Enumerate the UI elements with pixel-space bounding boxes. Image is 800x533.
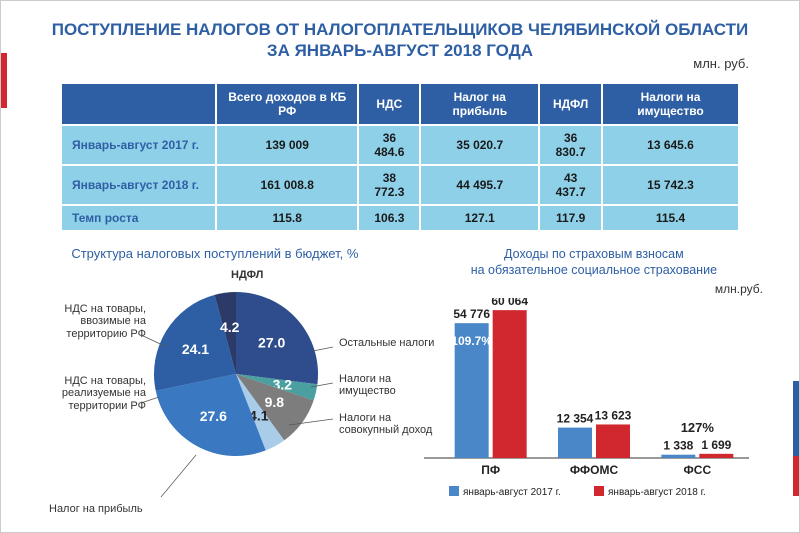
table-cell: 115.8 xyxy=(216,205,358,231)
bar-value: 12 354 xyxy=(556,412,593,426)
bar-2017 xyxy=(558,428,592,458)
table-cell: 127.1 xyxy=(420,205,539,231)
table-cell: 36 484.6 xyxy=(358,125,420,165)
table-cell: 38 772.3 xyxy=(358,165,420,205)
bar-value: 60 064 xyxy=(491,298,528,308)
accent-bar-left xyxy=(1,53,7,108)
bar-unit: млн.руб. xyxy=(419,282,763,296)
table-row-label: Январь-август 2017 г. xyxy=(61,125,216,165)
bar-2018 xyxy=(596,424,630,458)
legend-label: январь-август 2018 г. xyxy=(608,487,706,498)
table-cell: 44 495.7 xyxy=(420,165,539,205)
table-col-header: Налоги на имущество xyxy=(602,83,739,125)
table-col-header: НДС xyxy=(358,83,420,125)
table-row-label: Темп роста xyxy=(61,205,216,231)
legend-label: январь-август 2017 г. xyxy=(463,487,561,498)
title-line2: ЗА ЯНВАРЬ-АВГУСТ 2018 ГОДА xyxy=(41,40,759,61)
bar-value: 54 776 xyxy=(453,307,490,321)
table-cell: 139 009 xyxy=(216,125,358,165)
legend-swatch xyxy=(449,486,459,496)
table-cell: 115.4 xyxy=(602,205,739,231)
unit-label-top: млн. руб. xyxy=(693,56,749,71)
table-cell: 35 020.7 xyxy=(420,125,539,165)
bar-2018 xyxy=(492,310,526,458)
bar-pct: 109.7% xyxy=(451,334,492,348)
table-cell: 161 008.8 xyxy=(216,165,358,205)
table-cell: 13 645.6 xyxy=(602,125,739,165)
charts-row: Структура налоговых поступлений в бюджет… xyxy=(1,232,799,527)
table-cell: 106.3 xyxy=(358,205,420,231)
title-line1: ПОСТУПЛЕНИЕ НАЛОГОВ ОТ НАЛОГОПЛАТЕЛЬЩИКО… xyxy=(41,19,759,40)
bar-pct: 127% xyxy=(680,420,714,435)
table-cell: 117.9 xyxy=(539,205,602,231)
infographic-frame: ПОСТУПЛЕНИЕ НАЛОГОВ ОТ НАЛОГОПЛАТЕЛЬЩИКО… xyxy=(0,0,800,533)
bar-title-l1: Доходы по страховым взносам xyxy=(504,247,684,261)
bar-title: Доходы по страховым взносам на обязатель… xyxy=(419,246,769,279)
bar-value: 1 699 xyxy=(701,438,731,452)
table-cell: 15 742.3 xyxy=(602,165,739,205)
bar-value: 1 338 xyxy=(663,439,693,453)
table-row: Январь-август 2018 г.161 008.838 772.344… xyxy=(61,165,739,205)
bar-title-l2: на обязательное социальное страхование xyxy=(471,263,717,277)
legend-swatch xyxy=(594,486,604,496)
bar-category: ПФ xyxy=(481,463,500,477)
table-row-label: Январь-август 2018 г. xyxy=(61,165,216,205)
bar-2018 xyxy=(699,454,733,458)
table-cell: 43 437.7 xyxy=(539,165,602,205)
bar-wrap: 54 77660 064 109.7% ПФ 12 35413 623 ФФОМС 1 3… xyxy=(419,298,769,508)
table-row: Темп роста115.8106.3127.1117.9115.4 xyxy=(61,205,739,231)
table-col-header: Всего доходов в КБ РФ xyxy=(216,83,358,125)
table-cell: 36 830.7 xyxy=(539,125,602,165)
accent-bar-right-red xyxy=(793,456,799,496)
table-row: Январь-август 2017 г.139 00936 484.635 0… xyxy=(61,125,739,165)
bar-value: 13 623 xyxy=(594,408,631,422)
tax-table: Всего доходов в КБ РФНДСНалог на прибыль… xyxy=(60,82,740,232)
accent-bar-right-blue xyxy=(793,381,799,456)
bar-panel: Доходы по страховым взносам на обязатель… xyxy=(419,246,769,527)
table-col-header xyxy=(61,83,216,125)
title-block: ПОСТУПЛЕНИЕ НАЛОГОВ ОТ НАЛОГОПЛАТЕЛЬЩИКО… xyxy=(1,1,799,68)
pie-panel: Структура налоговых поступлений в бюджет… xyxy=(31,246,399,527)
table-col-header: Налог на прибыль xyxy=(420,83,539,125)
bar-2017 xyxy=(661,455,695,458)
pie-wrap: 27.03.29.84.127.624.14.2НДФЛОстальные на… xyxy=(31,267,399,527)
table-col-header: НДФЛ xyxy=(539,83,602,125)
pie-title: Структура налоговых поступлений в бюджет… xyxy=(31,246,399,261)
bar-category: ФФОМС xyxy=(570,463,619,477)
pie-leader-lines xyxy=(31,267,451,527)
bar-category: ФСС xyxy=(683,463,711,477)
bar-chart: 54 77660 064 109.7% ПФ 12 35413 623 ФФОМС 1 3… xyxy=(419,298,759,508)
